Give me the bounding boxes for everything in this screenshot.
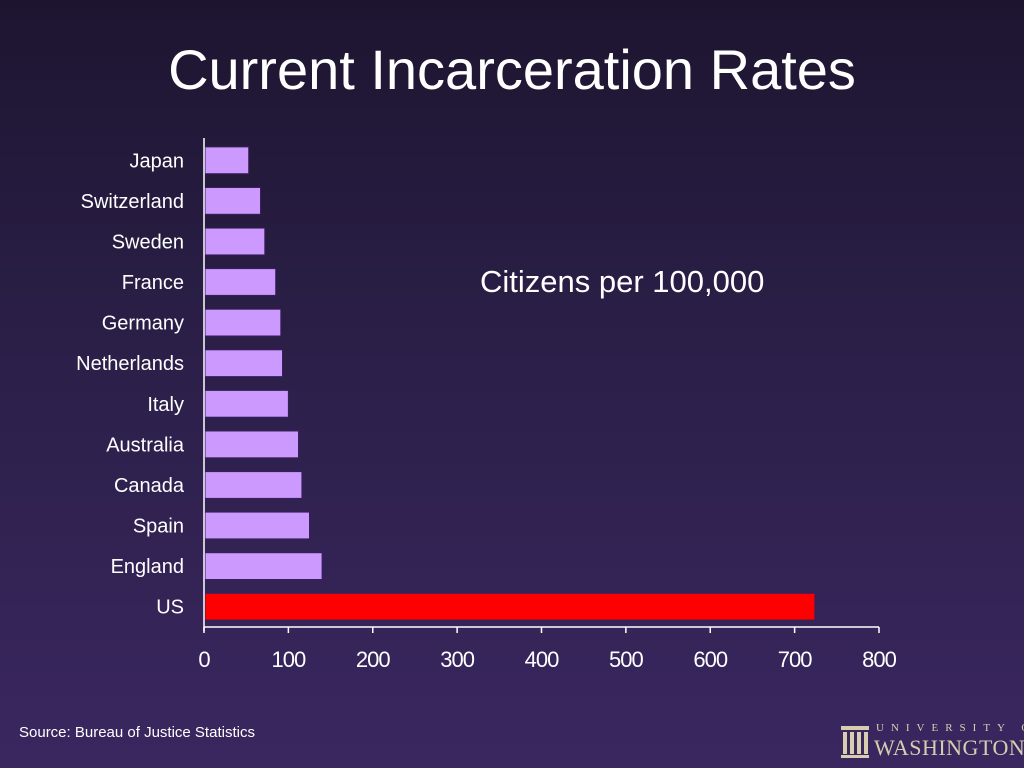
category-label-netherlands: Netherlands	[76, 353, 184, 375]
x-tick-label-100: 100	[272, 647, 306, 672]
logo-line-university-of: UNIVERSITY OF	[876, 722, 1024, 734]
x-tick-label-500: 500	[609, 647, 643, 672]
bar-japan	[204, 146, 250, 175]
bar-italy	[204, 389, 289, 418]
bar-switzerland	[204, 187, 261, 215]
x-tick-label-800: 800	[862, 647, 896, 672]
bars-group	[204, 146, 816, 621]
university-logo: UNIVERSITY OF WASHINGTON	[836, 720, 1024, 764]
category-label-italy: Italy	[147, 394, 184, 416]
category-label-australia: Australia	[106, 434, 185, 456]
source-note: Source: Bureau of Justice Statistics	[19, 724, 255, 741]
units-annotation: Citizens per 100,000	[480, 264, 765, 299]
x-tick-label-400: 400	[525, 647, 559, 672]
logo-line-washington: WASHINGTON	[874, 735, 1024, 760]
x-tick-label-200: 200	[356, 647, 390, 672]
x-tick-label-300: 300	[440, 647, 474, 672]
category-label-germany: Germany	[102, 313, 184, 335]
columns-icon	[841, 726, 869, 758]
x-tick-label-700: 700	[778, 647, 812, 672]
bar-australia	[204, 430, 299, 459]
x-tick-label-600: 600	[693, 647, 727, 672]
bar-england	[204, 552, 323, 581]
bar-canada	[204, 471, 303, 499]
bar-france	[204, 268, 277, 296]
category-labels-group: Japan Switzerland Sweden France Germany Nethe…	[76, 150, 185, 618]
category-label-canada: Canada	[114, 475, 185, 497]
category-label-france: France	[122, 272, 184, 294]
slide-title: Current Incarceration Rates	[168, 38, 856, 101]
category-label-japan: Japan	[130, 150, 185, 172]
x-tick-label-0: 0	[198, 647, 210, 672]
bar-germany	[204, 308, 282, 337]
bar-sweden	[204, 227, 266, 256]
category-label-sweden: Sweden	[112, 232, 184, 254]
category-label-us: US	[156, 597, 184, 619]
bar-netherlands	[204, 349, 283, 378]
category-label-england: England	[111, 556, 184, 578]
bar-spain	[204, 511, 310, 540]
category-label-switzerland: Switzerland	[81, 191, 184, 213]
bar-us	[204, 592, 816, 621]
axes-group: 0 100 200 300 400 500 600 700 800	[198, 138, 898, 672]
category-label-spain: Spain	[133, 516, 184, 538]
